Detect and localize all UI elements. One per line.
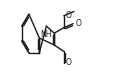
Text: O: O — [66, 58, 72, 67]
Text: NH: NH — [40, 30, 51, 39]
Text: O: O — [66, 11, 72, 20]
Text: O: O — [75, 19, 81, 28]
